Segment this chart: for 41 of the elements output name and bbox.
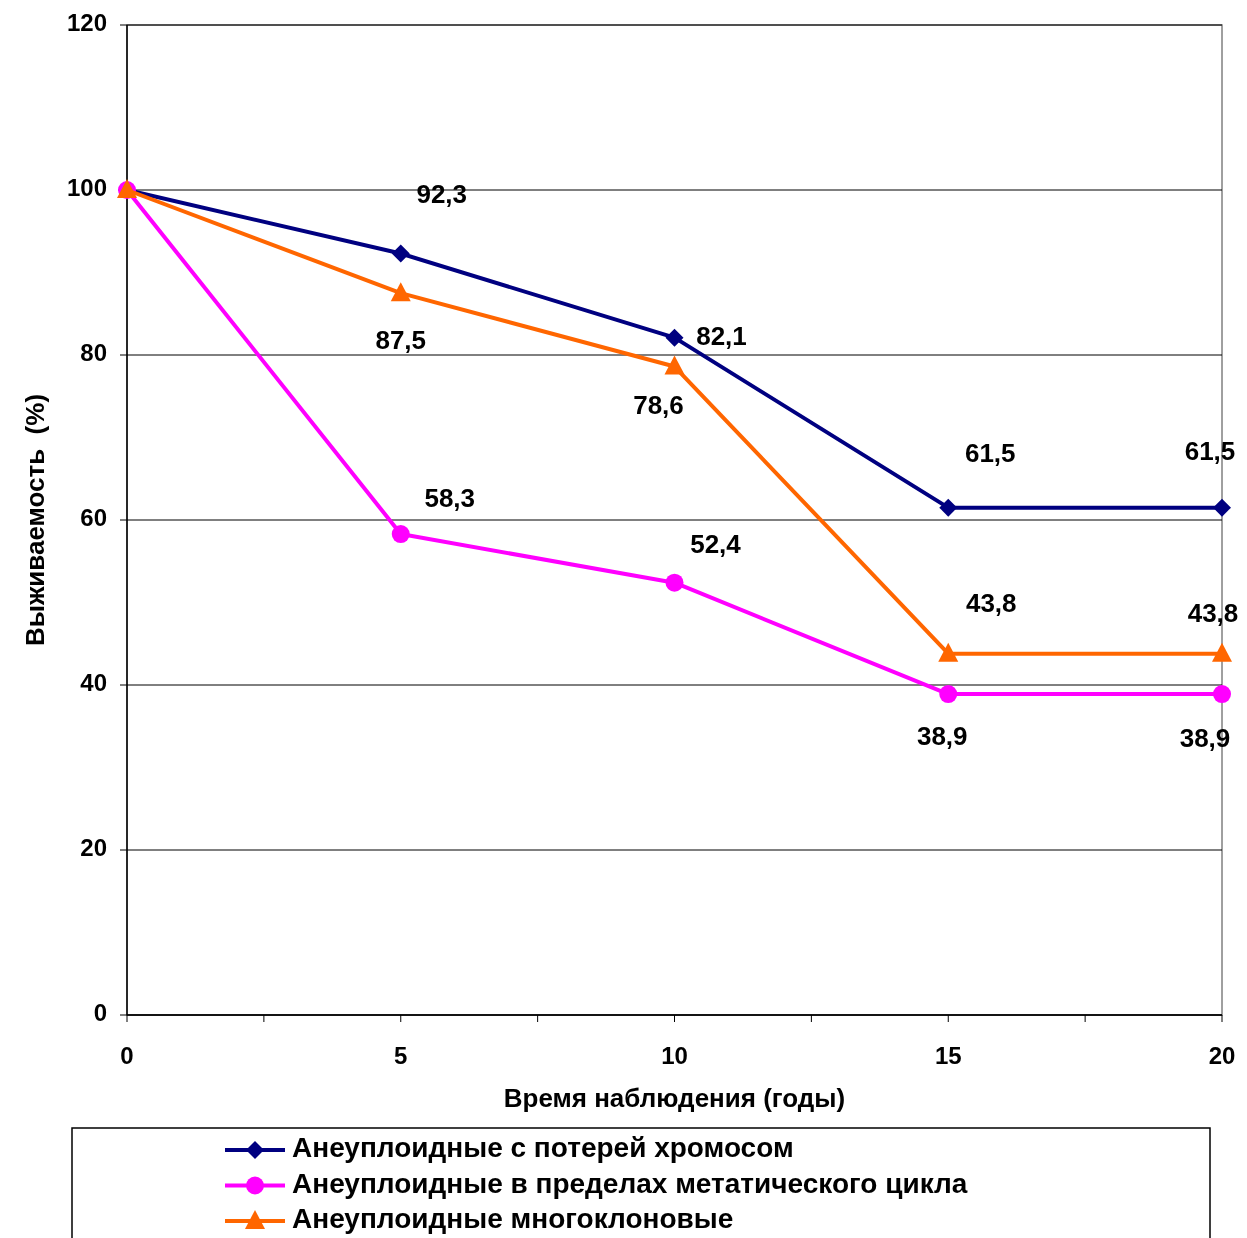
point bbox=[664, 355, 685, 375]
point bbox=[1213, 685, 1231, 704]
data-label: 43,8 bbox=[965, 587, 1017, 618]
x-tick-label: 0 bbox=[120, 1042, 134, 1070]
point bbox=[1213, 498, 1231, 517]
data-label: 61,5 bbox=[1184, 435, 1236, 466]
x-tick-label: 15 bbox=[934, 1042, 962, 1070]
legend-label: Анеуплоидные с потерей хромосом bbox=[292, 1132, 794, 1164]
data-label: 38,9 bbox=[916, 720, 968, 751]
data-label: 87,5 bbox=[375, 325, 427, 355]
y-tick-label: 80 bbox=[80, 339, 107, 367]
point bbox=[390, 282, 411, 302]
y-tick-label: 0 bbox=[93, 999, 107, 1027]
point bbox=[391, 244, 410, 263]
point bbox=[665, 328, 684, 347]
point bbox=[665, 573, 684, 592]
legend-label: Анеуплоидные многоклоновые bbox=[292, 1203, 734, 1235]
y-tick-label: 60 bbox=[80, 504, 107, 532]
y-tick-label: 100 bbox=[66, 174, 107, 202]
data-label: 38,9 bbox=[1179, 722, 1231, 753]
point bbox=[939, 685, 958, 704]
data-label: 43,8 bbox=[1187, 597, 1239, 628]
point bbox=[938, 642, 959, 662]
x-tick-label: 20 bbox=[1208, 1042, 1236, 1070]
x-axis-title: Время наблюдения (годы) bbox=[503, 1082, 846, 1113]
data-label: 61,5 bbox=[964, 437, 1016, 468]
data-label: 82,1 bbox=[696, 320, 747, 351]
x-tick-label: 10 bbox=[661, 1042, 688, 1070]
y-axis-title: Выживаемость (%) bbox=[19, 393, 50, 647]
data-label: 58,3 bbox=[424, 482, 476, 513]
y-tick-label: 120 bbox=[66, 9, 107, 37]
point bbox=[391, 525, 410, 544]
data-label: 92,3 bbox=[416, 179, 468, 210]
point bbox=[939, 498, 958, 517]
y-tick-label: 40 bbox=[80, 669, 107, 697]
data-label: 78,6 bbox=[633, 390, 684, 421]
x-tick-label: 5 bbox=[394, 1042, 408, 1070]
data-label: 52,4 bbox=[690, 528, 742, 559]
legend-label: Анеуплоидные в пределах метатического цикла bbox=[292, 1167, 968, 1199]
point bbox=[1212, 642, 1232, 662]
y-tick-label: 20 bbox=[80, 834, 107, 862]
